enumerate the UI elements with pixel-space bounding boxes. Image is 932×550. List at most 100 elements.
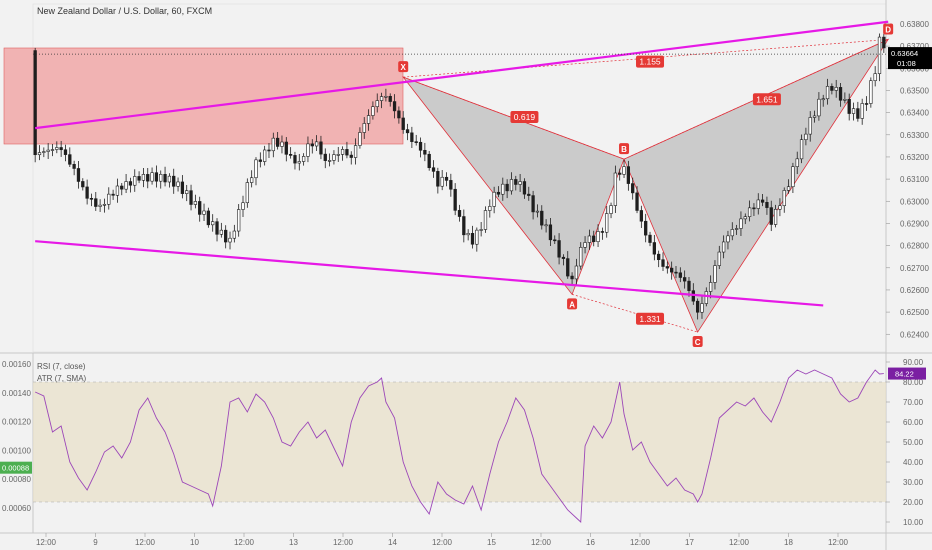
- candle-body: [323, 153, 327, 161]
- candle-body: [163, 174, 167, 183]
- ratio-badge: [510, 111, 539, 124]
- candle-body: [475, 229, 479, 245]
- candle-body: [288, 154, 293, 156]
- candle-body: [440, 176, 444, 187]
- candle-body: [631, 183, 635, 194]
- candle-body: [392, 101, 397, 112]
- candle-body: [639, 210, 644, 222]
- candle-body: [557, 240, 561, 258]
- point-label: A: [569, 300, 575, 309]
- rsi-line: [34, 369, 884, 523]
- candle-body: [340, 149, 345, 155]
- candle-body: [760, 199, 765, 203]
- candle-body: [384, 95, 388, 98]
- candle-body: [293, 155, 297, 164]
- candle-body: [211, 221, 215, 226]
- ratio-label: 1.331: [639, 314, 661, 324]
- atr-tick-label: 0.00100: [2, 446, 31, 455]
- time-tick-label: 12:00: [135, 538, 156, 547]
- channel-lower-line: [35, 240, 824, 307]
- candle-body: [332, 154, 336, 161]
- candle-body: [263, 149, 267, 162]
- candle-body: [349, 154, 353, 158]
- candle-body: [42, 151, 46, 153]
- candle-body: [449, 180, 453, 190]
- candle-body: [747, 207, 752, 217]
- candle-body: [635, 192, 639, 211]
- candle-body: [219, 229, 223, 235]
- candle-body: [81, 181, 85, 188]
- candle-body: [202, 210, 206, 215]
- candle-body: [137, 176, 141, 181]
- rsi-label: RSI (7, close): [37, 362, 86, 371]
- pattern-labels: X A B C D 0.619 1.331 1.651 1.155: [398, 23, 894, 348]
- candle-body: [133, 176, 137, 186]
- time-tick-label: 14: [388, 538, 397, 547]
- candle-body: [683, 277, 687, 282]
- candle-body: [782, 190, 786, 207]
- candle-body: [46, 149, 50, 152]
- channel-upper-line: [35, 20, 889, 130]
- time-tick-label: 12:00: [333, 538, 354, 547]
- atr-last-badge: [0, 461, 32, 474]
- time-tick-label: 13: [289, 538, 298, 547]
- candle-body: [791, 166, 795, 188]
- candle-body: [224, 229, 228, 243]
- candle-body: [869, 80, 873, 104]
- time-tick-label: 17: [685, 538, 694, 547]
- candle-body: [314, 141, 319, 147]
- candle-body: [254, 159, 258, 179]
- candle-body: [306, 143, 310, 157]
- ratio-label: 1.155: [639, 57, 661, 67]
- time-tick-label: 10: [190, 538, 199, 547]
- rsi-tick-label: 20.00: [903, 498, 924, 507]
- candle-body: [418, 141, 423, 151]
- candle-body: [154, 172, 159, 182]
- candle-body: [496, 191, 501, 195]
- candle-body: [570, 275, 574, 280]
- candle-body: [535, 210, 540, 213]
- candle-body: [561, 256, 566, 259]
- candle-body: [466, 233, 470, 236]
- rsi-tick-label: 90.00: [903, 358, 924, 367]
- time-axis: 12:00 9 12:00 10 12:00 13 12:00 14 12:00 15 12:00 1…: [36, 533, 849, 547]
- atr-tick-label: 0.00060: [2, 504, 31, 513]
- candle-body: [327, 160, 332, 162]
- time-tick-label: 12:00: [630, 538, 651, 547]
- candle-body: [488, 206, 492, 211]
- candle-body: [657, 253, 661, 260]
- candle-body: [548, 224, 553, 241]
- ratio-badge: [636, 312, 665, 325]
- candle-body: [193, 201, 198, 205]
- rsi-tick-label: 50.00: [903, 438, 924, 447]
- atr-tick-label: 0.00160: [2, 360, 31, 369]
- candle-body: [882, 36, 886, 49]
- candle-body: [206, 210, 211, 226]
- candle-body: [522, 181, 527, 195]
- candle-body: [172, 175, 176, 187]
- ratio-label: 1.651: [756, 94, 778, 104]
- price-tick-label: 0.63200: [900, 153, 929, 162]
- candle-body: [527, 193, 531, 196]
- rsi-tick-label: 40.00: [903, 458, 924, 467]
- time-tick-label: 12:00: [36, 538, 57, 547]
- time-tick-label: 16: [586, 538, 595, 547]
- candle-body: [258, 159, 262, 162]
- candle-body: [436, 171, 440, 187]
- chart-title: New Zealand Dollar / U.S. Dollar, 60, FX…: [37, 6, 212, 16]
- candle-body: [102, 203, 107, 206]
- rsi-tick-label: 80.00: [903, 378, 924, 387]
- candle-body: [756, 199, 760, 209]
- candle-body: [704, 291, 708, 304]
- candle-body: [401, 117, 405, 130]
- candle-body: [111, 193, 115, 196]
- candle-body: [444, 176, 449, 181]
- candle-body: [237, 209, 241, 232]
- candle-body: [180, 181, 185, 194]
- candle-body: [544, 224, 548, 227]
- candle-body: [89, 198, 94, 200]
- candle-body: [228, 237, 232, 243]
- candle-body: [33, 50, 37, 156]
